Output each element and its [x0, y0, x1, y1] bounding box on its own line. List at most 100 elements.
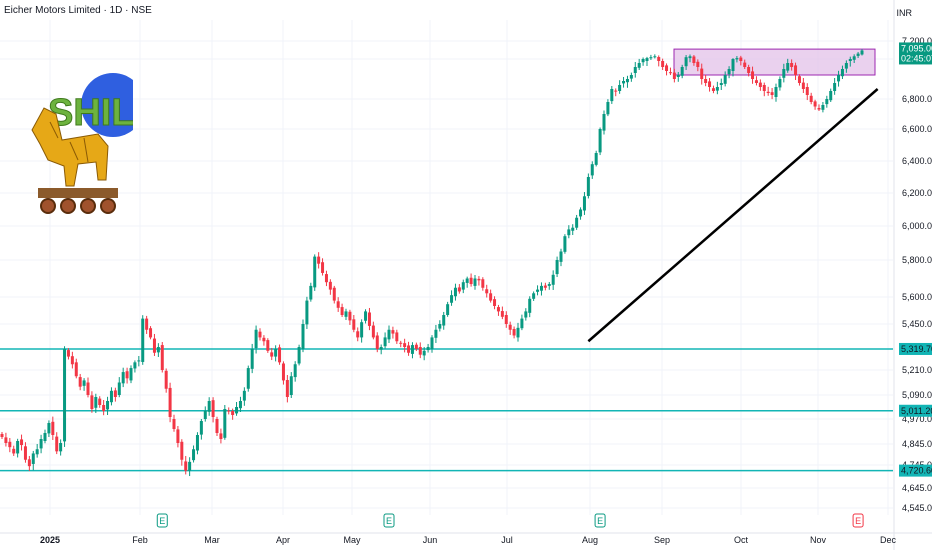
candle-body[interactable] [55, 436, 59, 452]
candle-body[interactable] [164, 370, 168, 389]
candle-body[interactable] [281, 363, 285, 381]
candle-body[interactable] [809, 95, 813, 102]
candle-body[interactable] [8, 441, 12, 448]
candle-body[interactable] [367, 312, 371, 326]
candle-body[interactable] [176, 429, 180, 443]
candle-body[interactable] [51, 421, 55, 435]
candle-body[interactable] [848, 59, 852, 61]
candle-body[interactable] [833, 83, 837, 91]
candle-body[interactable] [262, 337, 266, 342]
candle-body[interactable] [125, 371, 129, 379]
candle-body[interactable] [567, 229, 571, 236]
candle-body[interactable] [102, 405, 106, 411]
candle-body[interactable] [520, 318, 524, 329]
candle-body[interactable] [618, 85, 622, 91]
candle-body[interactable] [704, 79, 708, 83]
candle-body[interactable] [473, 278, 477, 286]
candle-body[interactable] [758, 82, 762, 87]
candle-body[interactable] [109, 390, 113, 403]
candle-body[interactable] [235, 407, 239, 414]
candle-body[interactable] [653, 56, 657, 58]
candle-body[interactable] [582, 196, 586, 211]
candle-body[interactable] [723, 75, 727, 84]
candle-body[interactable] [430, 337, 434, 349]
candle-body[interactable] [614, 90, 618, 92]
candle-body[interactable] [782, 69, 786, 78]
candle-body[interactable] [586, 177, 590, 196]
candle-body[interactable] [63, 348, 67, 442]
candle-body[interactable] [66, 350, 70, 357]
candle-body[interactable] [602, 114, 606, 131]
candle-body[interactable] [332, 287, 336, 301]
candle-body[interactable] [457, 287, 461, 292]
candle-body[interactable] [735, 58, 739, 60]
candle-body[interactable] [575, 217, 579, 228]
candle-body[interactable] [414, 344, 418, 349]
candle-body[interactable] [152, 338, 156, 353]
candle-body[interactable] [719, 83, 723, 85]
candle-body[interactable] [149, 328, 153, 338]
candle-body[interactable] [356, 331, 360, 338]
candle-body[interactable] [172, 419, 176, 429]
candle-body[interactable] [485, 289, 489, 294]
candle-body[interactable] [188, 461, 192, 471]
candle-body[interactable] [629, 75, 633, 79]
candle-body[interactable] [817, 108, 821, 110]
candle-body[interactable] [242, 390, 246, 401]
candle-body[interactable] [231, 411, 235, 415]
candle-body[interactable] [840, 69, 844, 77]
candle-body[interactable] [852, 56, 856, 60]
candle-body[interactable] [258, 331, 262, 338]
candle-body[interactable] [223, 409, 227, 438]
candle-body[interactable] [438, 324, 442, 329]
candle-body[interactable] [364, 311, 368, 321]
candle-body[interactable] [762, 85, 766, 91]
candle-body[interactable] [680, 67, 684, 76]
candle-body[interactable] [238, 401, 242, 409]
candle-body[interactable] [317, 256, 321, 264]
candle-body[interactable] [203, 411, 207, 419]
candle-body[interactable] [23, 446, 27, 460]
candle-body[interactable] [371, 325, 375, 338]
candle-body[interactable] [512, 328, 516, 336]
candle-body[interactable] [35, 449, 39, 455]
candle-body[interactable] [344, 311, 348, 317]
candle-body[interactable] [579, 209, 583, 217]
candle-body[interactable] [313, 256, 317, 288]
candle-body[interactable] [94, 397, 98, 408]
candle-body[interactable] [813, 101, 817, 107]
candle-body[interactable] [731, 59, 735, 71]
candle-body[interactable] [195, 435, 199, 451]
candle-body[interactable] [285, 380, 289, 397]
candle-body[interactable] [453, 287, 457, 297]
candle-body[interactable] [715, 87, 719, 91]
candle-body[interactable] [399, 342, 403, 344]
candle-body[interactable] [168, 387, 172, 417]
candle-body[interactable] [270, 352, 274, 357]
candle-body[interactable] [219, 433, 223, 439]
candle-body[interactable] [250, 348, 254, 369]
candle-body[interactable] [493, 299, 497, 306]
candle-body[interactable] [797, 76, 801, 83]
candle-body[interactable] [829, 91, 833, 101]
candle-body[interactable] [20, 439, 24, 446]
candle-body[interactable] [446, 304, 450, 315]
candle-body[interactable] [481, 279, 485, 288]
candle-body[interactable] [770, 92, 774, 95]
candle-body[interactable] [743, 62, 747, 67]
candle-body[interactable] [606, 102, 610, 115]
candle-body[interactable] [442, 315, 446, 326]
candle-body[interactable] [70, 356, 74, 365]
candle-body[interactable] [434, 329, 438, 338]
candle-body[interactable] [625, 79, 629, 83]
candle-body[interactable] [321, 262, 325, 273]
candle-body[interactable] [668, 72, 672, 74]
candle-body[interactable] [790, 63, 794, 67]
candle-body[interactable] [141, 318, 145, 362]
candle-body[interactable] [192, 449, 196, 461]
candle-body[interactable] [254, 329, 258, 349]
candle-body[interactable] [86, 382, 90, 396]
candle-body[interactable] [348, 311, 352, 321]
candle-body[interactable] [837, 75, 841, 82]
